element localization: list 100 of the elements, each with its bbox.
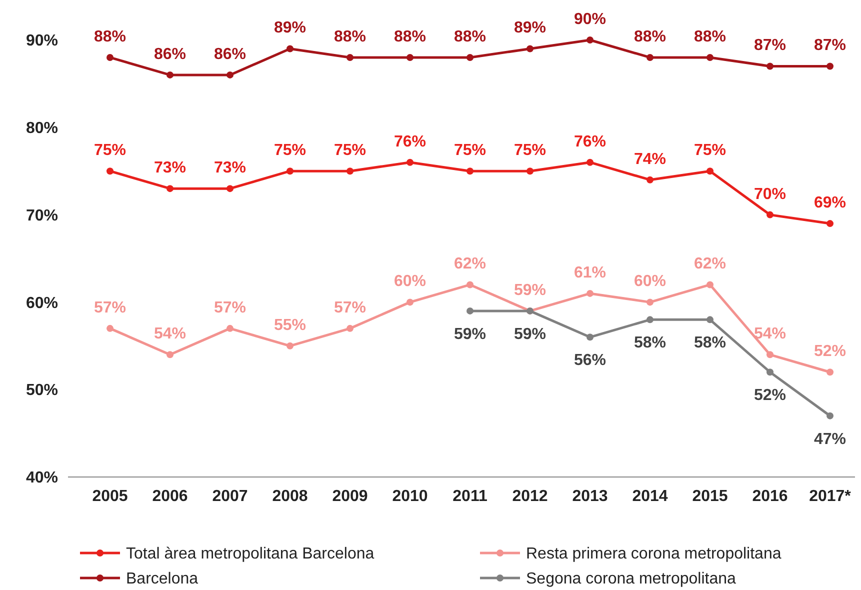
point: [646, 316, 654, 324]
data-label: 75%: [94, 142, 126, 160]
point: [406, 54, 414, 61]
data-label: 54%: [754, 326, 786, 343]
data-label: 52%: [754, 387, 786, 404]
data-label: 76%: [394, 133, 426, 150]
data-label: 60%: [394, 273, 426, 290]
data-label: 57%: [334, 299, 366, 316]
legend-label: Barcelona: [126, 570, 198, 588]
data-label: 86%: [154, 46, 186, 63]
x-tick-label: 2005: [92, 488, 128, 505]
data-label: 62%: [694, 256, 726, 273]
point: [706, 281, 714, 288]
y-tick-label: 40%: [26, 470, 58, 487]
y-tick-label: 90%: [26, 32, 58, 50]
data-label: 59%: [454, 326, 486, 343]
data-label: 75%: [694, 142, 726, 160]
point: [346, 168, 354, 175]
data-label: 88%: [394, 28, 426, 46]
legend-label: Total àrea metropolitana Barcelona: [126, 546, 374, 563]
point: [586, 158, 594, 166]
point: [346, 324, 354, 332]
legend-label: Segona corona metropolitana: [526, 570, 736, 588]
data-label: 75%: [454, 142, 486, 160]
point: [826, 62, 834, 70]
point: [766, 368, 774, 376]
x-tick-label: 2012: [512, 488, 548, 505]
data-label: 59%: [514, 282, 546, 299]
y-tick-label: 70%: [26, 207, 58, 224]
data-label: 89%: [274, 20, 306, 37]
point: [646, 54, 654, 61]
point: [346, 54, 354, 61]
point: [766, 351, 774, 358]
data-label: 75%: [514, 142, 546, 160]
x-tick-label: 2007: [212, 488, 248, 505]
y-tick-label: 80%: [26, 120, 58, 137]
point: [466, 307, 474, 314]
x-tick-label: 2008: [272, 488, 308, 505]
point: [826, 412, 834, 420]
x-tick-label: 2006: [152, 488, 188, 505]
data-label: 70%: [754, 186, 786, 203]
point: [466, 168, 474, 175]
point: [226, 324, 234, 332]
data-label: 69%: [814, 194, 846, 212]
data-label: 76%: [574, 133, 606, 150]
y-tick-label: 60%: [26, 294, 58, 312]
point: [106, 324, 114, 332]
data-label: 55%: [274, 316, 306, 334]
point: [406, 298, 414, 306]
x-tick-label: 2015: [692, 488, 728, 505]
point: [166, 185, 174, 192]
x-tick-label: 2013: [572, 488, 608, 505]
point: [526, 45, 534, 52]
point: [106, 168, 114, 175]
data-label: 61%: [574, 264, 606, 282]
point: [706, 54, 714, 61]
data-label: 56%: [574, 352, 606, 370]
point: [406, 158, 414, 166]
point: [646, 176, 654, 184]
data-label: 60%: [634, 273, 666, 290]
point: [286, 168, 294, 175]
point: [286, 342, 294, 350]
data-label: 57%: [94, 299, 126, 316]
point: [766, 211, 774, 218]
data-label: 88%: [454, 28, 486, 46]
point: [706, 316, 714, 324]
point: [646, 298, 654, 306]
point: [166, 351, 174, 358]
data-label: 87%: [754, 37, 786, 54]
x-tick-label: 2011: [452, 488, 488, 505]
data-label: 86%: [214, 46, 246, 63]
x-tick-label: 2014: [632, 488, 668, 505]
point: [826, 368, 834, 376]
x-tick-label: 2017*: [809, 488, 852, 505]
data-label: 59%: [514, 326, 546, 343]
data-label: 73%: [214, 160, 246, 177]
point: [466, 281, 474, 288]
data-label: 88%: [634, 28, 666, 46]
data-label: 74%: [634, 150, 666, 168]
data-label: 90%: [574, 11, 606, 28]
data-label: 47%: [814, 430, 846, 448]
data-label: 87%: [814, 37, 846, 54]
data-label: 75%: [334, 142, 366, 160]
data-label: 88%: [94, 28, 126, 46]
x-tick-label: 2016: [752, 488, 788, 505]
data-label: 62%: [454, 256, 486, 273]
point: [586, 36, 594, 44]
data-label: 88%: [334, 28, 366, 46]
point: [226, 185, 234, 192]
point: [166, 71, 174, 78]
data-label: 58%: [634, 334, 666, 352]
x-tick-label: 2010: [392, 488, 428, 505]
point: [466, 54, 474, 61]
x-tick-label: 2009: [332, 488, 368, 505]
point: [526, 168, 534, 175]
point: [826, 220, 834, 228]
legend-label: Resta primera corona metropolitana: [526, 546, 782, 563]
data-label: 57%: [214, 299, 246, 316]
data-label: 88%: [694, 28, 726, 46]
point: [226, 71, 234, 78]
